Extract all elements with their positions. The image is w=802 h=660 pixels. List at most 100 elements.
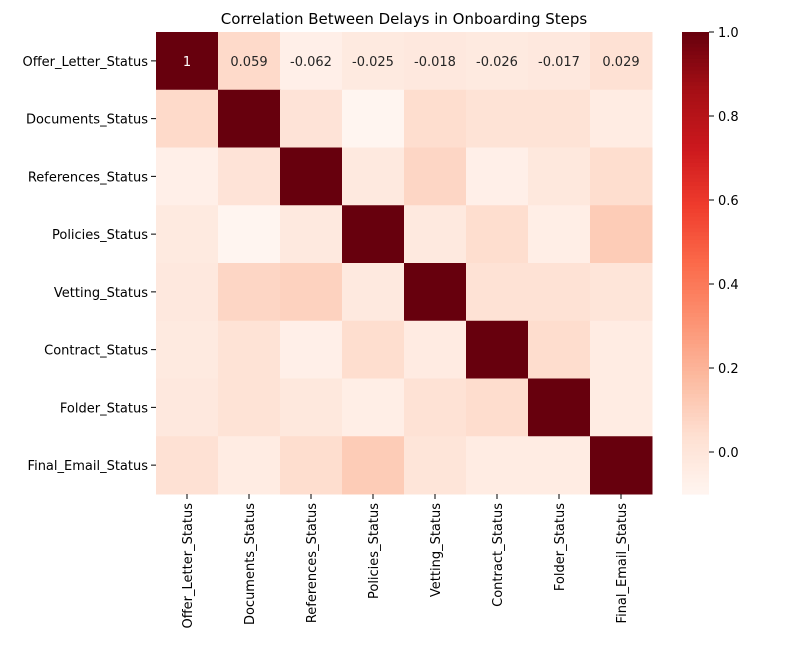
- cell-annotations: 1 0.059 -0.062 -0.025 -0.018 -0.026 -0.017 0.02…: [183, 55, 640, 70]
- colorbar-segment: [682, 467, 709, 472]
- colorbar-segment: [682, 93, 709, 99]
- heatmap-cell: [280, 378, 343, 437]
- colorbar-segment: [682, 239, 709, 245]
- colorbar-segment: [682, 216, 709, 222]
- colorbar-segment: [682, 120, 709, 125]
- heatmap-cell: [342, 263, 405, 322]
- heatmap-cell: [404, 378, 467, 437]
- colorbar-segment: [682, 66, 709, 72]
- colorbar-segment: [682, 305, 709, 310]
- heatmap-cell: [218, 378, 281, 437]
- heatmap-cell: [528, 378, 591, 437]
- colorbar-segment: [682, 270, 709, 276]
- colorbar-segment: [682, 89, 709, 95]
- colorbar-segment: [682, 263, 709, 268]
- colorbar-segment: [682, 112, 709, 118]
- colorbar-segment: [682, 201, 709, 206]
- colorbar-segment: [682, 32, 709, 37]
- colorbar-segment: [682, 159, 709, 164]
- cell-annotation: -0.026: [476, 55, 518, 70]
- colorbar-segment: [682, 182, 709, 187]
- colorbar-segment: [682, 293, 709, 299]
- colorbar-tick-label: 1.0: [718, 26, 739, 41]
- colorbar-segment: [682, 336, 709, 341]
- cell-annotation: -0.025: [352, 55, 394, 70]
- colorbar-segment: [682, 85, 709, 91]
- colorbar-segment: [682, 278, 709, 283]
- heatmap-cell: [590, 436, 653, 495]
- colorbar-segment: [682, 224, 709, 229]
- heatmap-cell: [466, 320, 529, 379]
- colorbar-segment: [682, 78, 709, 83]
- heatmap-cell: [466, 378, 529, 437]
- colorbar-segment: [682, 232, 709, 237]
- colorbar-segment: [682, 101, 709, 106]
- colorbar-segment: [682, 105, 709, 110]
- colorbar-segment: [682, 236, 709, 241]
- heatmap-cell: [218, 320, 281, 379]
- colorbar-segment: [682, 436, 709, 441]
- heatmap-cell: [528, 263, 591, 322]
- heatmap-cell: [466, 147, 529, 206]
- colorbar-segment: [682, 289, 709, 295]
- x-tick-label: Contract_Status: [491, 503, 506, 607]
- heatmap-cell: [156, 205, 219, 264]
- colorbar-segment: [682, 351, 709, 356]
- colorbar-segment: [682, 359, 709, 364]
- colorbar-segment: [682, 463, 709, 468]
- colorbar-tick-label: 0.2: [718, 362, 739, 377]
- colorbar-segment: [682, 478, 709, 484]
- colorbar-segment: [682, 297, 709, 303]
- heatmap-cell: [342, 89, 405, 148]
- colorbar-segment: [682, 212, 709, 218]
- heatmap-cell: [156, 436, 219, 495]
- colorbar-segment: [682, 51, 709, 56]
- colorbar-segment: [682, 155, 709, 160]
- colorbar-segment: [682, 151, 709, 156]
- colorbar-segment: [682, 243, 709, 249]
- heatmap-cell: [156, 263, 219, 322]
- y-tick-labels: Offer_Letter_Status Documents_Status Refer…: [22, 55, 156, 474]
- colorbar: 0.0 0.2 0.4 0.6 0.8 1.0: [682, 26, 739, 495]
- heatmap-cell: [590, 378, 653, 437]
- heatmap-cell: [590, 147, 653, 206]
- colorbar-segment: [682, 220, 709, 226]
- heatmap-cell: [404, 205, 467, 264]
- x-tick-label: Documents_Status: [243, 503, 258, 625]
- heatmap-cell: [342, 378, 405, 437]
- heatmap-cell: [218, 32, 281, 91]
- heatmap-cell: [280, 320, 343, 379]
- colorbar-segment: [682, 39, 709, 45]
- y-tick-label: Contract_Status: [44, 344, 148, 359]
- heatmap-cell: [528, 147, 591, 206]
- colorbar-segment: [682, 420, 709, 426]
- colorbar-segment: [682, 324, 709, 330]
- heatmap-cell: [280, 89, 343, 148]
- colorbar-segment: [682, 401, 709, 407]
- heatmap-cell: [528, 89, 591, 148]
- colorbar-segment: [682, 35, 709, 41]
- colorbar-segment: [682, 82, 709, 87]
- heatmap-cell: [404, 320, 467, 379]
- colorbar-segment: [682, 128, 709, 133]
- colorbar-segment: [682, 309, 709, 314]
- colorbar-segment: [682, 393, 709, 399]
- colorbar-segment: [682, 397, 709, 403]
- colorbar-segment: [682, 247, 709, 253]
- colorbar-segment: [682, 443, 709, 449]
- colorbar-segment: [682, 343, 709, 349]
- colorbar-segment: [682, 58, 709, 64]
- colorbar-segment: [682, 316, 709, 322]
- heatmap-cell: [342, 205, 405, 264]
- heatmap-cell: [280, 436, 343, 495]
- colorbar-segment: [682, 259, 709, 264]
- heatmap-cell: [590, 320, 653, 379]
- colorbar-segment: [682, 363, 709, 368]
- colorbar-segment: [682, 417, 709, 422]
- colorbar-segment: [682, 143, 709, 149]
- heatmap-cell: [218, 263, 281, 322]
- heatmap-cell: [404, 147, 467, 206]
- colorbar-segment: [682, 205, 709, 210]
- heatmap-cell: [218, 147, 281, 206]
